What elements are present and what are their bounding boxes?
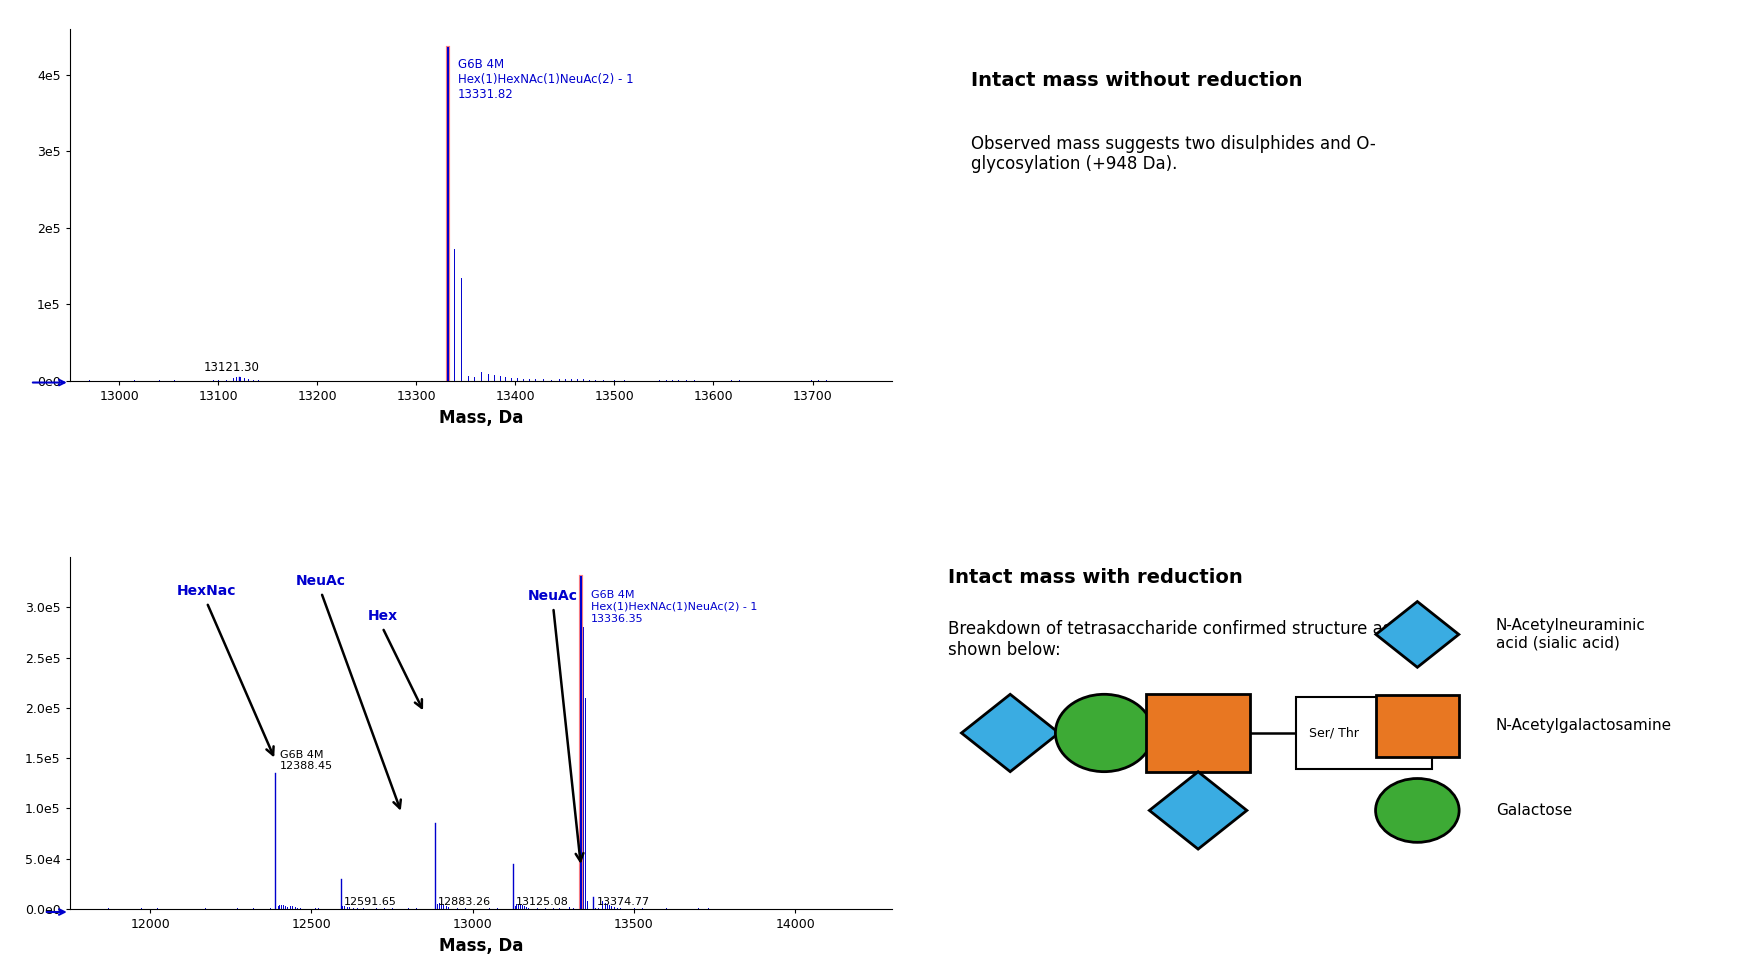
- Text: N-Acetylneuraminic
acid (sialic acid): N-Acetylneuraminic acid (sialic acid): [1496, 618, 1645, 651]
- Text: Observed mass suggests two disulphides and O-
glycosylation (+948 Da).: Observed mass suggests two disulphides a…: [971, 134, 1375, 173]
- Text: Breakdown of tetrasaccharide confirmed structure as
shown below:: Breakdown of tetrasaccharide confirmed s…: [947, 621, 1391, 659]
- Text: 12883.26: 12883.26: [439, 897, 491, 907]
- Text: HexNac: HexNac: [178, 584, 237, 599]
- Text: Ser/ Thr: Ser/ Thr: [1309, 726, 1360, 740]
- Text: G6B 4M
12388.45: G6B 4M 12388.45: [280, 749, 334, 772]
- Text: G6B 4M
Hex(1)HexNAc(1)NeuAc(2) - 1
13336.35: G6B 4M Hex(1)HexNAc(1)NeuAc(2) - 1 13336…: [590, 591, 757, 624]
- X-axis label: Mass, Da: Mass, Da: [439, 937, 522, 954]
- Text: N-Acetylgalactosamine: N-Acetylgalactosamine: [1496, 718, 1671, 733]
- Text: NeuAc: NeuAc: [296, 574, 346, 588]
- Text: 13374.77: 13374.77: [597, 897, 649, 907]
- Text: Intact mass with reduction: Intact mass with reduction: [947, 568, 1243, 587]
- Text: Intact mass without reduction: Intact mass without reduction: [971, 72, 1302, 90]
- Text: Hex: Hex: [367, 609, 397, 624]
- Text: 13121.30: 13121.30: [204, 361, 259, 374]
- Text: NeuAc: NeuAc: [528, 589, 578, 603]
- Text: G6B 4M
Hex(1)HexNAc(1)NeuAc(2) - 1
13331.82: G6B 4M Hex(1)HexNAc(1)NeuAc(2) - 1 13331…: [458, 58, 634, 102]
- X-axis label: Mass, Da: Mass, Da: [439, 409, 522, 426]
- Text: 12591.65: 12591.65: [345, 897, 397, 907]
- Text: 13125.08: 13125.08: [515, 897, 569, 907]
- Text: Galactose: Galactose: [1496, 803, 1572, 818]
